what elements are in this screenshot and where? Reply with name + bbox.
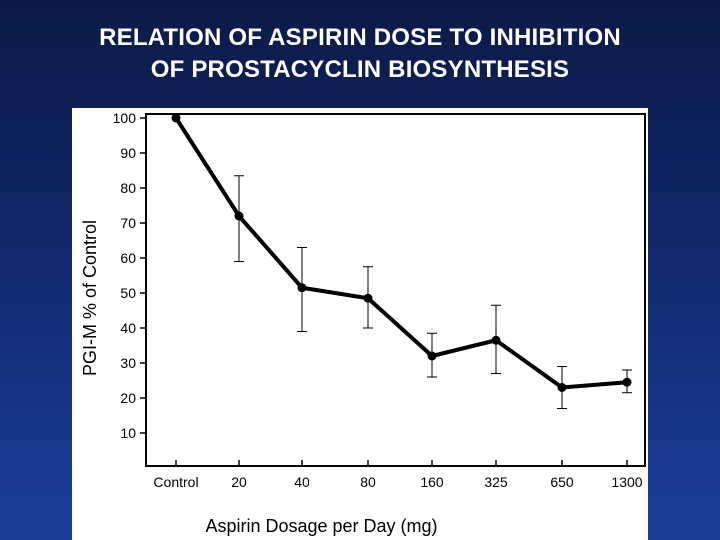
- x-tick-label-7: 1300: [611, 474, 642, 490]
- x-tick-label-0: Control: [153, 474, 198, 490]
- y-tick-label-60: 60: [120, 250, 136, 266]
- data-point-3: [363, 293, 373, 303]
- title-line-2: OF PROSTACYCLIN BIOSYNTHESIS: [150, 56, 570, 83]
- chart-panel: 10 20 30 40 50 60 70 80 90 100 Control 20 40 80 160 325…: [72, 108, 648, 540]
- x-tick-label-3: 80: [360, 474, 376, 490]
- x-tick-label-1: 20: [231, 474, 247, 490]
- y-tick-label-10: 10: [120, 425, 136, 441]
- chart-svg: 10 20 30 40 50 60 70 80 90 100 Control 20 40 80 160 325…: [80, 110, 646, 536]
- y-axis-title: PGI-M % of Control: [80, 220, 100, 376]
- y-tick-label-80: 80: [120, 180, 136, 196]
- data-point-2: [297, 283, 307, 293]
- y-tick-label-90: 90: [120, 145, 136, 161]
- x-tick-label-5: 325: [484, 474, 508, 490]
- y-tick-label-100: 100: [113, 110, 137, 126]
- data-point-7: [622, 377, 632, 387]
- data-point-5: [491, 335, 501, 345]
- data-point-6: [557, 383, 567, 392]
- x-tick-label-6: 650: [550, 474, 574, 490]
- title-line-1: RELATION OF ASPIRIN DOSE TO INHIBITION: [99, 24, 621, 51]
- plot-frame: [145, 113, 646, 467]
- data-point-0: [171, 113, 181, 123]
- y-tick-label-30: 30: [120, 355, 136, 371]
- y-tick-label-70: 70: [120, 215, 136, 231]
- data-point-4: [427, 351, 437, 361]
- y-tick-label-40: 40: [120, 320, 136, 336]
- slide-title: RELATION OF ASPIRIN DOSE TO INHIBITION O…: [0, 22, 720, 86]
- x-tick-label-4: 160: [420, 474, 444, 490]
- x-tick-label-2: 40: [294, 474, 310, 490]
- y-tick-label-50: 50: [120, 285, 136, 301]
- x-axis-title: Aspirin Dosage per Day (mg): [205, 516, 437, 536]
- data-point-1: [234, 211, 244, 221]
- series-line: [174, 116, 628, 390]
- y-tick-label-20: 20: [120, 390, 136, 406]
